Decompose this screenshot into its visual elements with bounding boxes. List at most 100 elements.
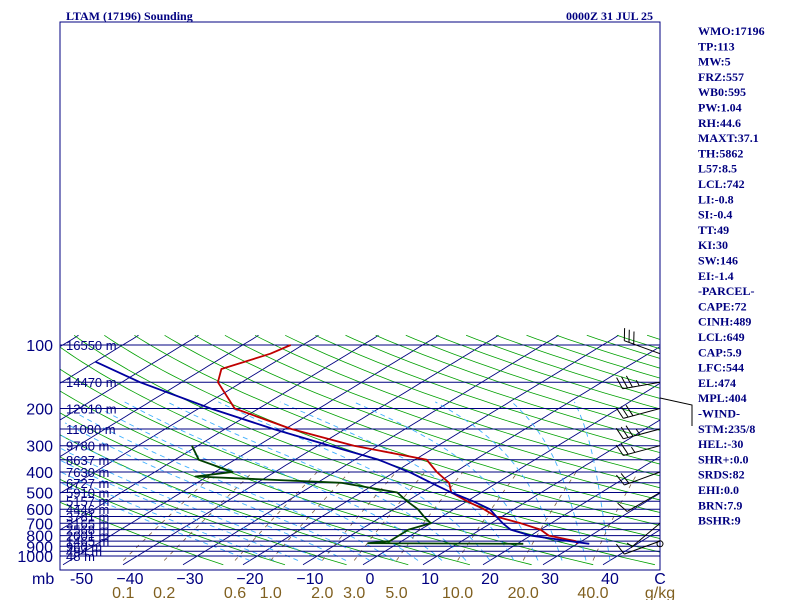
- pressure-tick-label: 600: [26, 502, 53, 519]
- height-label: 2568 m: [66, 523, 109, 538]
- height-label: 14470 m: [66, 375, 117, 390]
- dry-adiabat-line: [60, 346, 655, 566]
- dry-adiabat-line: [254, 334, 660, 477]
- temperature-profile-line: [216, 344, 579, 545]
- index-entry: WMO:17196: [698, 24, 765, 38]
- temperature-tick-label: −20: [236, 571, 263, 588]
- mixing-ratio-unit-label: g/kg: [645, 585, 675, 600]
- wind-barb: [615, 404, 661, 419]
- temperature-tick-label: -50: [70, 571, 93, 588]
- index-entry: CAPE:72: [698, 299, 747, 313]
- mixing-ratio-tick-label: 40.0: [577, 585, 608, 600]
- moist-adiabat-line: [94, 405, 419, 561]
- wind-barb: [623, 328, 661, 355]
- dry-adiabat-line: [134, 334, 660, 526]
- index-entry: EL:474: [698, 376, 736, 390]
- dry-adiabat-line: [224, 334, 660, 489]
- pressure-tick-label: 800: [26, 529, 53, 546]
- temperature-unit-label: C: [654, 571, 666, 588]
- height-label: 11080 m: [66, 422, 116, 437]
- dry-adiabat-line: [194, 334, 660, 501]
- temperature-tick-label: 0: [366, 571, 375, 588]
- moist-adiabat-line: [60, 471, 275, 561]
- wind-barb: [615, 425, 661, 440]
- temperature-tick-label: 30: [541, 571, 559, 588]
- index-entry: MPL:404: [698, 391, 747, 405]
- surface-wind-marker: [656, 540, 664, 548]
- height-label: 3165 m: [66, 516, 109, 531]
- isotherm-line: [62, 334, 439, 566]
- height-label: 494 m: [66, 544, 102, 559]
- dry-adiabat-line: [60, 501, 224, 566]
- index-entry: LCL:649: [698, 330, 745, 344]
- dewpoint-profile-line: [191, 445, 524, 545]
- mixing-ratio-tick-label: 2.0: [311, 585, 333, 600]
- moist-adiabat-line: [60, 459, 299, 561]
- index-entry: SRDS:82: [698, 468, 745, 482]
- dry-adiabat-line: [465, 334, 660, 399]
- index-entry: -WIND-: [698, 407, 740, 421]
- isotherm-line: [302, 346, 660, 566]
- temperature-tick-label: 40: [601, 571, 619, 588]
- height-label: 7630 m: [66, 465, 109, 480]
- mixing-ratio-tick-label: 10.0: [442, 585, 473, 600]
- mixing-ratio-tick-label: 20.0: [508, 585, 539, 600]
- temperature-tick-label: 10: [421, 571, 439, 588]
- index-entry: LCL:742: [698, 177, 745, 191]
- dry-adiabat-line: [375, 334, 660, 431]
- index-entry: BSHR:9: [698, 514, 741, 528]
- profile-lines: [95, 344, 590, 545]
- wind-barbs: [615, 328, 693, 555]
- height-label: 6727 m: [66, 476, 109, 491]
- dry-adiabat-line: [526, 334, 660, 379]
- isotherm-line: [182, 334, 559, 566]
- height-label: 2001 m: [66, 529, 109, 544]
- dry-adiabat-line: [315, 334, 660, 454]
- wind-barb: [626, 522, 661, 549]
- wind-barb: [616, 375, 661, 390]
- index-entry: SHR+:0.0: [698, 452, 749, 466]
- dry-adiabat-line: [496, 334, 660, 389]
- isotherm-line: [60, 334, 139, 384]
- temperature-tick-label: −40: [116, 571, 143, 588]
- index-entry: EHI:0.0: [698, 483, 739, 497]
- index-entry: MW:5: [698, 55, 731, 69]
- isotherm-line: [0, 335, 19, 564]
- temperature-tick-label: −30: [176, 571, 203, 588]
- mixing-ratio-line: [270, 471, 350, 561]
- mixing-ratio-line: [234, 471, 318, 561]
- height-label: 1465 m: [66, 534, 109, 549]
- moist-adiabat-line: [64, 422, 371, 561]
- isobars: [60, 344, 660, 557]
- dry-adiabat-line: [345, 334, 660, 442]
- isotherm-line: [242, 334, 619, 566]
- index-entry: STM:235/8: [698, 422, 755, 436]
- index-entry: HEL:-30: [698, 437, 743, 451]
- dry-adiabat-line: [405, 334, 660, 420]
- pressure-tick-label: 900: [26, 539, 53, 556]
- moist-adiabat-line: [573, 401, 611, 561]
- temperature-tick-label: 20: [481, 571, 499, 588]
- dry-adiabat-line: [60, 412, 471, 566]
- index-entry: CAP:5.9: [698, 345, 742, 359]
- pressure-unit-label: mb: [32, 571, 54, 588]
- pressure-tick-label: 300: [26, 439, 53, 456]
- mixing-ratio-line: [163, 471, 253, 561]
- pressure-tick-label: 500: [26, 486, 53, 503]
- height-label: 12610 m: [66, 402, 117, 417]
- mixing-ratio-axis: 0.1 0.2 0.6 1.0 2.0 3.0 5.0 10.0 20.0 40.0 g/kg: [112, 585, 675, 600]
- dry-adiabat-line: [435, 334, 660, 410]
- isotherm-line: [542, 492, 660, 566]
- dry-adiabat-line: [164, 334, 660, 513]
- mixing-ratio-tick-label: 0.6: [224, 585, 246, 600]
- index-entry: WB0:595: [698, 85, 746, 99]
- index-entry: SI:-0.4: [698, 208, 732, 222]
- isotherm-line: [60, 334, 259, 458]
- height-label: 3781 m: [66, 510, 109, 525]
- mixing-ratio-tick-label: 3.0: [343, 585, 365, 600]
- moist-adiabat-line: [434, 401, 563, 561]
- height-label: 9780 m: [66, 439, 109, 454]
- parcel-profile-line: [95, 360, 590, 545]
- mixing-ratio-tick-label: 0.2: [153, 585, 175, 600]
